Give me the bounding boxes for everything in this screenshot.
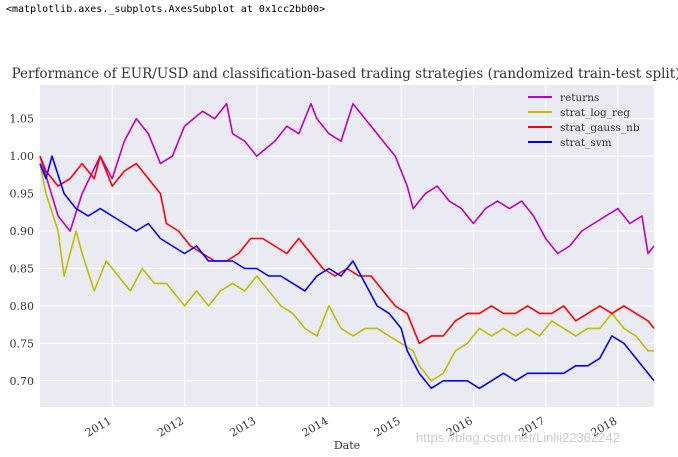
series-line-strat_gauss_nb [39, 155, 655, 345]
x-tick-labels: 2011 2012 2013 2014 2015 2016 2017 2018 [83, 414, 619, 439]
watermark-text: https://blog.csdn.net/Linlii22362242 [416, 430, 620, 445]
legend-label: strat_gauss_nb [560, 122, 640, 134]
y-gridlines [40, 118, 654, 382]
output-repr-text: <matplotlib.axes._subplots.AxesSubplot a… [6, 4, 326, 15]
x-tick-label: 2015 [372, 414, 403, 439]
legend-label: strat_log_reg [560, 107, 630, 119]
series-line-returns [39, 102, 655, 255]
x-tick-label: 2013 [227, 414, 258, 439]
y-tick-label: 0.95 [10, 188, 35, 201]
y-tick-label: 1.05 [10, 113, 35, 126]
y-tick-label: 0.70 [10, 375, 35, 388]
legend: returns strat_log_reg strat_gauss_nb strat_… [528, 92, 640, 149]
y-tick-labels: 0.70 0.75 0.80 0.85 0.90 0.95 1.00 1.05 [10, 113, 35, 388]
legend-label: strat_svm [560, 137, 612, 149]
x-axis-label: Date [334, 439, 360, 452]
x-gridlines [111, 85, 619, 407]
y-tick-label: 0.90 [10, 225, 35, 238]
x-tick-label: 2014 [300, 414, 331, 439]
series-line-strat_svm [39, 155, 655, 390]
y-tick-label: 0.85 [10, 262, 35, 275]
chart-title: Performance of EUR/USD and classificatio… [12, 66, 678, 82]
x-tick-label: 2011 [83, 414, 114, 439]
x-tick-label: 2012 [155, 414, 186, 439]
series-lines [39, 102, 655, 390]
legend-label: returns [560, 92, 599, 104]
y-tick-label: 0.75 [10, 337, 35, 350]
y-tick-label: 0.80 [10, 300, 35, 313]
series-line-strat_log_reg [39, 163, 654, 382]
y-tick-label: 1.00 [10, 150, 35, 163]
